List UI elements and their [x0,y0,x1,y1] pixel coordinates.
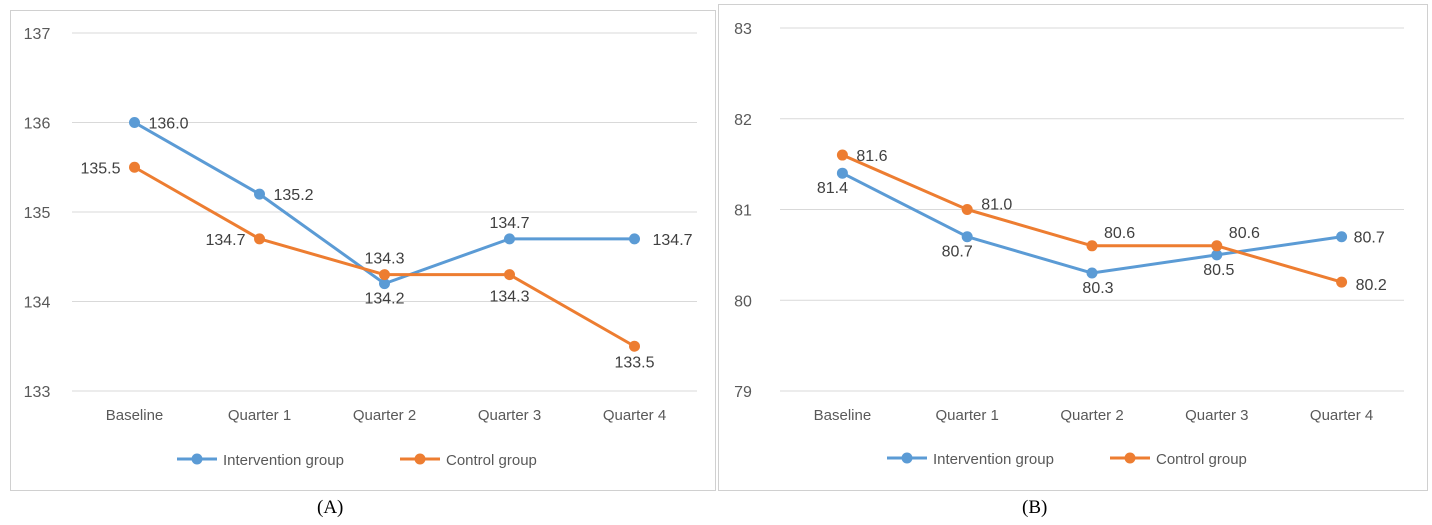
data-point [129,117,140,128]
x-tick-label: Quarter 4 [1310,407,1373,424]
data-point [961,231,973,243]
data-label: 134.3 [489,289,529,306]
y-tick-label: 135 [24,205,51,222]
data-label: 81.0 [981,197,1012,214]
data-point [1336,231,1348,243]
data-label: 135.5 [80,160,120,177]
caption-b: (B) [1022,497,1048,518]
x-tick-label: Baseline [106,407,164,424]
y-tick-label: 79 [734,384,752,401]
data-label: 134.2 [364,291,404,308]
series-line [841,153,1343,284]
data-point [254,233,265,245]
x-tick-label: Quarter 4 [603,407,666,424]
data-point [1211,249,1223,261]
data-label: 80.6 [1229,225,1260,242]
chart-b-frame [718,4,1428,491]
data-point [1211,240,1223,252]
y-tick-label: 82 [734,112,752,129]
x-tick-label: Quarter 3 [1185,407,1248,424]
data-label: 136.0 [149,116,189,133]
legend-label: Control group [1156,451,1247,468]
legend-swatch-marker [1124,452,1136,464]
data-label: 134.7 [489,215,529,232]
y-tick-label: 133 [24,384,51,401]
data-point [1336,276,1348,288]
data-point [254,188,265,200]
data-point [1086,240,1098,252]
y-tick-label: 134 [24,295,51,312]
chart-a-frame [10,10,716,491]
x-tick-label: Quarter 3 [478,407,541,424]
data-label: 134.3 [364,251,404,268]
data-label: 81.6 [856,148,887,165]
data-label: 135.2 [274,187,314,204]
data-point [504,269,515,281]
y-tick-label: 80 [734,293,752,310]
y-tick-label: 137 [24,26,51,43]
y-tick-label: 136 [24,116,51,133]
x-tick-label: Baseline [814,407,872,424]
x-tick-label: Quarter 1 [936,407,999,424]
x-tick-label: Quarter 1 [228,407,291,424]
data-point [836,149,848,161]
y-tick-label: 83 [734,21,752,38]
data-label: 80.7 [942,244,973,261]
legend-swatch-marker [191,453,203,465]
legend-swatch-marker [414,453,426,465]
data-label: 133.5 [614,354,654,371]
caption-a: (A) [317,497,344,518]
data-label: 134.7 [653,232,693,249]
data-point [961,204,973,215]
data-point [629,233,640,245]
data-label: 80.3 [1082,280,1113,297]
data-label: 80.5 [1203,262,1234,279]
legend-label: Intervention group [223,452,344,469]
data-point [629,340,640,352]
data-point [379,269,390,281]
data-label: 80.7 [1354,230,1385,247]
data-label: 80.6 [1104,225,1135,242]
y-tick-label: 81 [734,203,752,220]
data-label: 134.7 [205,232,245,249]
legend-swatch-marker [901,452,913,464]
data-point [504,233,515,245]
legend-label: Control group [446,452,537,469]
legend-label: Intervention group [933,451,1054,468]
data-label: 81.4 [817,180,848,197]
x-tick-label: Quarter 2 [1060,407,1123,424]
data-label: 80.2 [1356,277,1387,294]
data-point [379,278,390,290]
data-point [1086,267,1098,279]
data-point [836,167,848,179]
data-point [129,161,140,173]
x-tick-label: Quarter 2 [353,407,416,424]
